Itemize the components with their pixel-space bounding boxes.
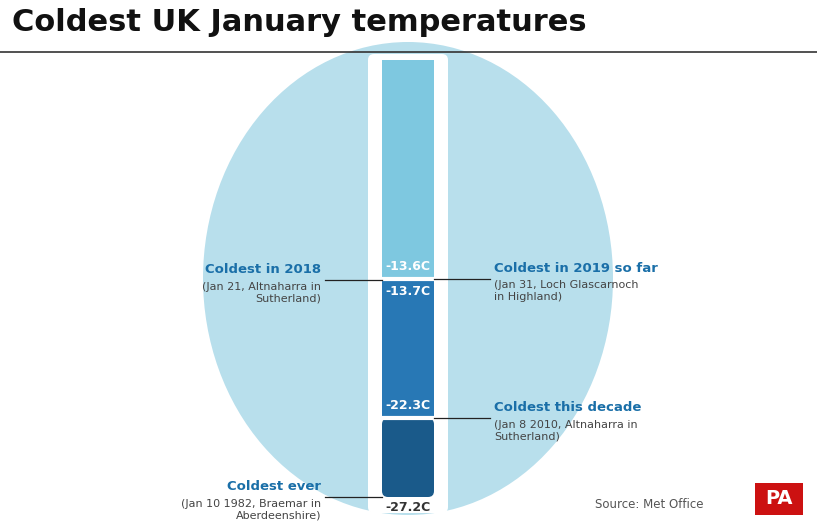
Text: -27.2C: -27.2C	[386, 501, 431, 514]
Text: Coldest in 2018: Coldest in 2018	[205, 263, 321, 276]
Text: Coldest UK January temperatures: Coldest UK January temperatures	[12, 8, 587, 37]
Bar	[755, 483, 803, 515]
Text: -13.7C: -13.7C	[386, 285, 431, 298]
Text: (Jan 21, Altnaharra in
Sutherland): (Jan 21, Altnaharra in Sutherland)	[202, 282, 321, 303]
FancyBboxPatch shape	[382, 418, 434, 497]
Text: PA: PA	[766, 489, 792, 509]
Text: Coldest this decade: Coldest this decade	[494, 401, 641, 414]
Ellipse shape	[203, 42, 613, 515]
Bar	[382, 280, 434, 418]
Text: Coldest in 2019 so far: Coldest in 2019 so far	[494, 261, 658, 275]
Text: -22.3C: -22.3C	[386, 400, 431, 412]
Text: Coldest ever: Coldest ever	[227, 480, 321, 493]
Text: -13.6C: -13.6C	[386, 260, 431, 274]
Text: (Jan 31, Loch Glascarnoch
in Highland): (Jan 31, Loch Glascarnoch in Highland)	[494, 280, 639, 302]
FancyBboxPatch shape	[368, 54, 448, 513]
Text: (Jan 10 1982, Braemar in
Aberdeenshire): (Jan 10 1982, Braemar in Aberdeenshire)	[181, 499, 321, 521]
Text: (Jan 8 2010, Altnaharra in
Sutherland): (Jan 8 2010, Altnaharra in Sutherland)	[494, 421, 637, 442]
Text: Source: Met Office: Source: Met Office	[595, 498, 703, 511]
Bar	[382, 60, 434, 278]
